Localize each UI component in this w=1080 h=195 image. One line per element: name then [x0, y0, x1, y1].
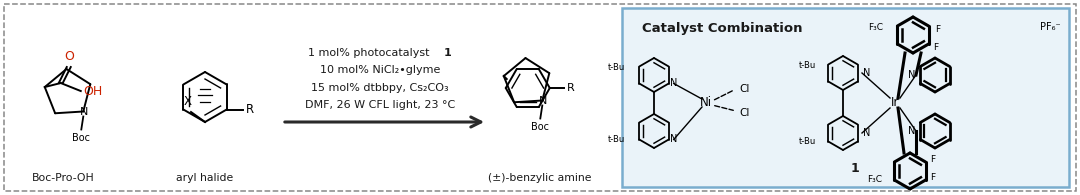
Text: N: N	[863, 128, 870, 138]
Text: OH: OH	[83, 84, 102, 98]
Text: F: F	[930, 154, 935, 163]
Text: Catalyst Combination: Catalyst Combination	[642, 22, 802, 35]
Text: F₃C: F₃C	[867, 175, 882, 183]
Text: 1: 1	[851, 162, 860, 175]
Text: Boc-Pro-OH: Boc-Pro-OH	[31, 173, 94, 183]
Text: Cl: Cl	[739, 108, 750, 118]
Text: t-Bu: t-Bu	[799, 60, 816, 69]
Text: 15 mol% dtbbpy, Cs₂CO₃: 15 mol% dtbbpy, Cs₂CO₃	[311, 83, 449, 93]
Text: R: R	[567, 83, 575, 93]
Text: F₃C: F₃C	[868, 22, 883, 32]
Text: O: O	[64, 50, 73, 63]
FancyBboxPatch shape	[622, 8, 1069, 187]
Text: aryl halide: aryl halide	[176, 173, 233, 183]
Text: Cl: Cl	[739, 84, 750, 94]
Text: (±)-benzylic amine: (±)-benzylic amine	[488, 173, 592, 183]
Text: t-Bu: t-Bu	[608, 63, 625, 72]
Text: N: N	[863, 68, 870, 78]
Text: 10 mol% NiCl₂•glyme: 10 mol% NiCl₂•glyme	[320, 65, 441, 75]
Text: R: R	[245, 103, 254, 116]
Text: N: N	[907, 126, 915, 136]
Text: 1: 1	[444, 48, 451, 58]
Text: DMF, 26 W CFL light, 23 °C: DMF, 26 W CFL light, 23 °C	[305, 100, 455, 110]
Text: F: F	[935, 25, 940, 34]
Text: N: N	[539, 97, 548, 106]
Text: 1 mol% photocatalyst: 1 mol% photocatalyst	[308, 48, 432, 58]
Text: Boc: Boc	[72, 134, 91, 144]
Text: PF₆⁻: PF₆⁻	[1040, 22, 1061, 32]
Text: N: N	[670, 79, 677, 89]
Text: X: X	[184, 95, 192, 108]
Text: N: N	[80, 107, 89, 118]
Text: Ir: Ir	[891, 97, 900, 110]
Text: N: N	[907, 70, 915, 80]
Text: t-Bu: t-Bu	[608, 135, 625, 144]
Text: t-Bu: t-Bu	[799, 136, 816, 145]
Text: Boc: Boc	[531, 122, 550, 132]
Text: F: F	[930, 173, 935, 182]
Text: F: F	[933, 43, 939, 51]
Text: Ni: Ni	[700, 97, 712, 110]
Text: N: N	[670, 135, 677, 144]
